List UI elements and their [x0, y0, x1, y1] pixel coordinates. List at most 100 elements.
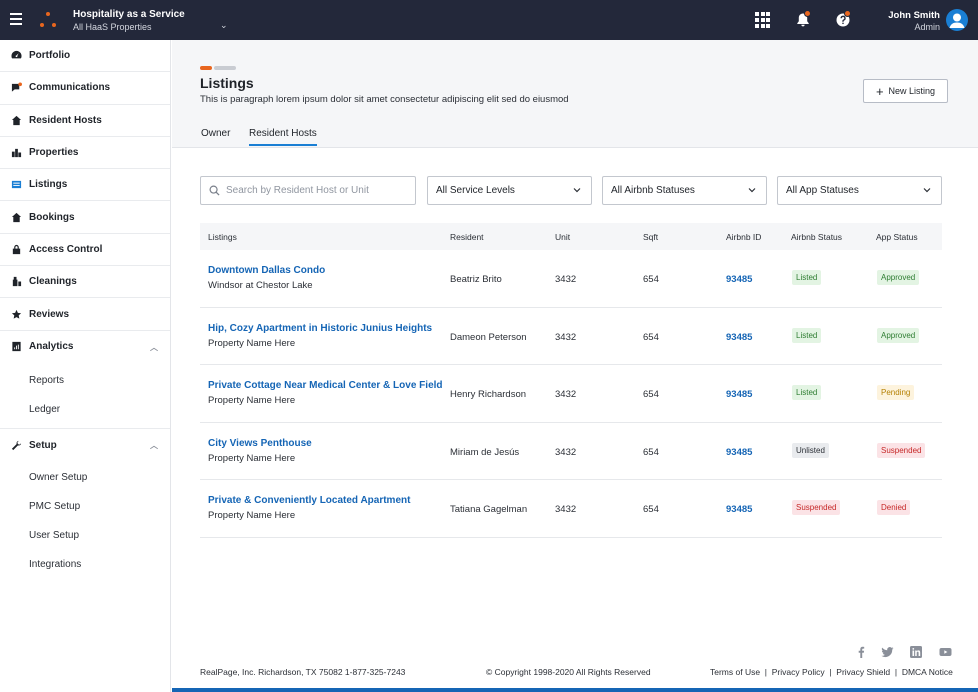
resident-name: Beatriz Brito: [450, 274, 502, 285]
wrench-icon: [10, 439, 22, 451]
sidebar-subitem-integrations[interactable]: Integrations: [29, 559, 82, 571]
lock-icon: [10, 243, 22, 255]
property-selector[interactable]: All HaaS Properties: [73, 22, 152, 32]
sidebar-item-label: Resident Hosts: [29, 114, 102, 126]
chevron-up-icon[interactable]: ︿: [150, 342, 158, 352]
table-row[interactable]: City Views Penthouse Property Name Here Mi…: [200, 423, 942, 481]
step-indicator: [200, 57, 238, 75]
listing-title-link[interactable]: City Views Penthouse: [208, 437, 312, 449]
star-icon: [10, 308, 22, 320]
user-name[interactable]: John Smith: [888, 10, 940, 21]
tab-resident-hosts[interactable]: Resident Hosts: [249, 128, 317, 146]
new-listing-button[interactable]: + New Listing: [863, 79, 948, 103]
bell-icon[interactable]: [795, 10, 811, 28]
airbnb-id-link[interactable]: 93485: [726, 504, 753, 516]
sidebar-item-communications[interactable]: Communications: [0, 72, 170, 105]
app-status-select[interactable]: All App Statuses: [777, 176, 942, 205]
footer-link-privacy-shield[interactable]: Privacy Shield: [836, 667, 891, 677]
sidebar-subitem-reports[interactable]: Reports: [29, 374, 65, 386]
linkedin-icon[interactable]: [910, 645, 922, 663]
unit-number: 3432: [555, 389, 577, 401]
plus-icon: +: [875, 83, 884, 99]
twitter-icon[interactable]: [881, 645, 894, 663]
listing-title-link[interactable]: Downtown Dallas Condo: [208, 265, 326, 276]
sqft-value: 654: [643, 274, 659, 285]
table-row[interactable]: Private & Conveniently Located Apartment…: [200, 480, 942, 538]
sidebar-item-label: Analytics: [29, 341, 74, 353]
sidebar-item-resident-hosts[interactable]: Resident Hosts: [0, 105, 170, 137]
step-dot-active: [200, 66, 212, 70]
footer-accent-bar: [172, 688, 978, 692]
chevron-down-icon: [573, 188, 581, 193]
sidebar-item-listings[interactable]: Listings: [0, 169, 170, 202]
building-icon: [10, 147, 22, 159]
sidebar-item-reviews[interactable]: Reviews: [0, 298, 170, 331]
listing-property-name: Windsor at Chestor Lake: [208, 280, 313, 291]
footer-link-terms[interactable]: Terms of Use: [710, 667, 761, 677]
setup-submenu: Owner Setup PMC Setup User Setup Integra…: [0, 461, 170, 579]
airbnb-id-link[interactable]: 93485: [726, 274, 753, 285]
dashboard-icon: [10, 50, 22, 62]
top-bar: Hospitality as a Service All HaaS Proper…: [0, 0, 978, 40]
sidebar-item-setup[interactable]: Setup ︿: [0, 429, 170, 461]
table-row[interactable]: Hip, Cozy Apartment in Historic Junius H…: [200, 308, 942, 366]
airbnb-id-link[interactable]: 93485: [726, 331, 753, 343]
help-icon[interactable]: [835, 10, 851, 28]
footer-link-dmca[interactable]: DMCA Notice: [901, 667, 953, 677]
table-row[interactable]: Private Cottage Near Medical Center & Lo…: [200, 365, 942, 423]
airbnb-status-badge: Listed: [792, 327, 822, 343]
column-header-app-status[interactable]: App Status: [876, 232, 918, 242]
sidebar-item-cleanings[interactable]: Cleanings: [0, 266, 170, 299]
chevron-up-icon[interactable]: ︿: [150, 440, 158, 450]
column-header-unit[interactable]: Unit: [555, 232, 571, 242]
column-header-airbnb-id[interactable]: Airbnb ID: [726, 232, 762, 242]
sidebar-subitem-user-setup[interactable]: User Setup: [29, 530, 80, 542]
column-header-listings[interactable]: Listings: [208, 232, 237, 242]
airbnb-id-link[interactable]: 93485: [726, 446, 753, 458]
sidebar-subitem-pmc-setup[interactable]: PMC Setup: [29, 501, 81, 513]
unit-number: 3432: [555, 331, 577, 343]
chat-icon: [10, 82, 22, 94]
sidebar-item-properties[interactable]: Properties: [0, 137, 170, 170]
airbnb-id-link[interactable]: 93485: [726, 389, 753, 401]
table-row[interactable]: Downtown Dallas Condo Windsor at Chestor …: [200, 250, 942, 308]
search-input[interactable]: Search by Resident Host or Unit: [200, 176, 416, 205]
listing-title-link[interactable]: Hip, Cozy Apartment in Historic Junius H…: [208, 322, 433, 334]
chevron-down-icon: [923, 188, 931, 193]
app-title: Hospitality as a Service: [73, 9, 185, 20]
listing-property-name: Property Name Here: [208, 395, 296, 407]
facebook-icon[interactable]: [856, 645, 866, 663]
column-header-sqft[interactable]: Sqft: [643, 232, 659, 242]
apps-grid-icon[interactable]: [755, 12, 771, 28]
airbnb-status-select[interactable]: All Airbnb Statuses: [602, 176, 767, 205]
chevron-down-icon[interactable]: ⌄: [220, 20, 228, 30]
sidebar-item-access-control[interactable]: Access Control: [0, 234, 170, 267]
page-title: Listings: [200, 75, 254, 91]
user-role: Admin: [914, 22, 940, 32]
listing-title-link[interactable]: Private & Conveniently Located Apartment: [208, 495, 411, 507]
app-status-badge: Pending: [877, 385, 915, 401]
sidebar-item-portfolio[interactable]: Portfolio: [0, 40, 170, 73]
hamburger-menu-icon[interactable]: [10, 13, 22, 25]
column-header-airbnb-status[interactable]: Airbnb Status: [791, 232, 843, 242]
app-status-badge: Suspended: [877, 442, 926, 458]
sidebar-item-analytics[interactable]: Analytics ︿: [0, 331, 170, 363]
new-listing-label: New Listing: [888, 86, 936, 96]
youtube-icon[interactable]: [939, 645, 952, 663]
listing-title-link[interactable]: Private Cottage Near Medical Center & Lo…: [208, 380, 443, 392]
sidebar-item-bookings[interactable]: Bookings: [0, 201, 170, 234]
footer-link-privacy-policy[interactable]: Privacy Policy: [771, 667, 825, 677]
sidebar-subitem-ledger[interactable]: Ledger: [29, 403, 61, 415]
avatar[interactable]: [946, 9, 968, 31]
sqft-value: 654: [643, 446, 659, 458]
column-header-resident[interactable]: Resident: [450, 232, 484, 242]
listing-icon: [10, 179, 22, 191]
listing-property-name: Property Name Here: [208, 337, 296, 349]
cleaning-icon: [10, 276, 22, 288]
listing-property-name: Property Name Here: [208, 452, 296, 464]
sidebar-subitem-owner-setup[interactable]: Owner Setup: [29, 472, 88, 484]
tab-owner[interactable]: Owner: [201, 128, 231, 139]
service-level-select[interactable]: All Service Levels: [427, 176, 592, 205]
home-icon: [10, 211, 22, 223]
search-icon: [209, 185, 220, 196]
